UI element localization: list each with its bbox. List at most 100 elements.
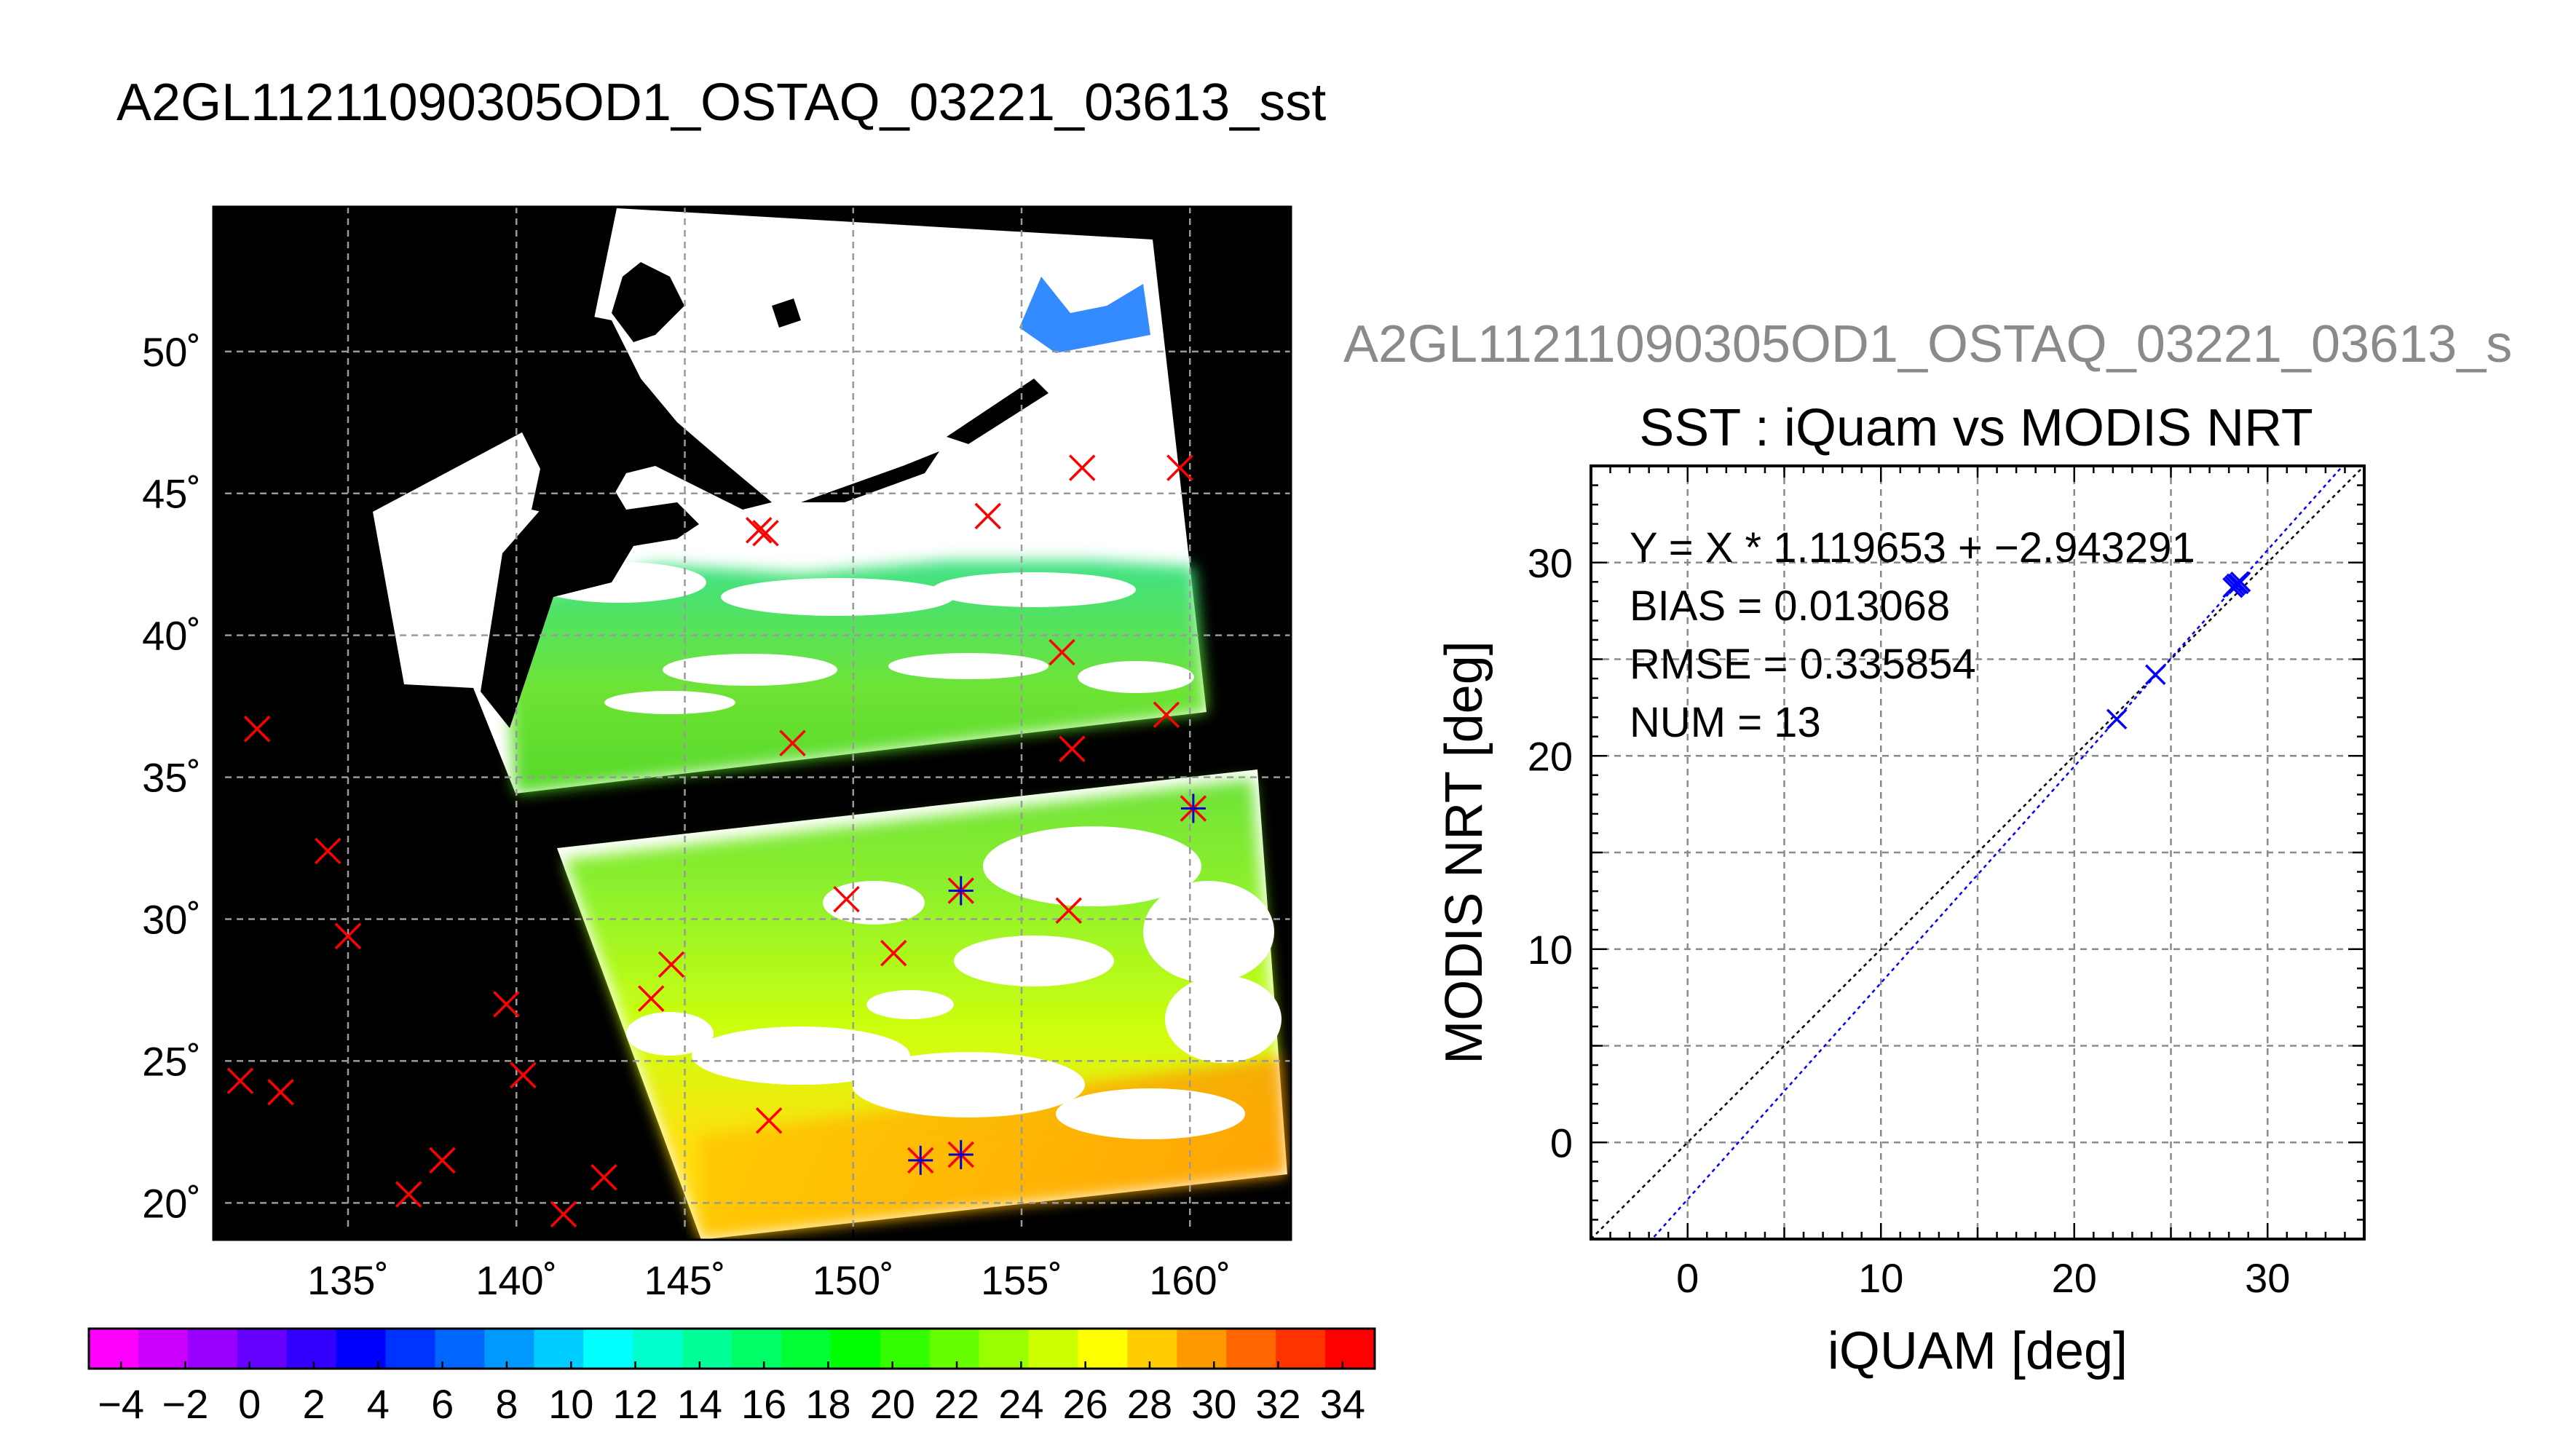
map-marker-blue xyxy=(908,1145,933,1175)
colorbar-tick-label: 34 xyxy=(1320,1381,1365,1427)
colorbar: −4 −2 0 2 4 6 8 10 12 14 16 18 20 22 24 26 28 30 32 34 xyxy=(87,1327,1376,1427)
colorbar-tick-label: 22 xyxy=(934,1381,979,1427)
scatter-stat-line: BIAS = 0.013068 xyxy=(1630,582,1950,630)
colorbar-tick-label: −4 xyxy=(98,1381,144,1427)
colorbar-swatch xyxy=(1127,1329,1177,1369)
map-marker-red xyxy=(974,502,1001,530)
swath-north-sst xyxy=(502,561,1207,794)
colorbar-swatch xyxy=(880,1329,931,1369)
map-xtick-label: 145˚ xyxy=(644,1257,725,1303)
main-title: A2GL11211090305OD1_OSTAQ_03221_03613_sst xyxy=(117,74,1327,132)
scatter-ytick-label: 0 xyxy=(1550,1120,1573,1166)
scatter-point xyxy=(2145,664,2166,685)
colorbar-swatch xyxy=(1325,1329,1375,1369)
map-ytick-label: 35˚ xyxy=(142,755,201,801)
scatter-lines xyxy=(1591,466,2364,1239)
map-marker-red xyxy=(880,940,907,967)
map-ytick-label: 25˚ xyxy=(142,1038,201,1084)
scatter-xtick-label: 30 xyxy=(2245,1255,2290,1301)
colorbar-tick-label: 20 xyxy=(870,1381,915,1427)
colorbar-tick-label: 8 xyxy=(495,1381,518,1427)
scatter-xlabel: iQUAM [deg] xyxy=(1828,1322,2128,1380)
map-xtick-label: 155˚ xyxy=(981,1257,1062,1303)
map-marker-red xyxy=(429,1147,456,1174)
map-markers xyxy=(226,454,1207,1228)
map-ytick-label: 50˚ xyxy=(142,329,201,375)
colorbar-swatch xyxy=(929,1329,980,1369)
colorbar-swatch xyxy=(89,1329,139,1369)
map-frame xyxy=(212,205,1292,1241)
colorbar-swatch xyxy=(138,1329,189,1369)
scatter-point xyxy=(2224,575,2246,596)
scatter-stats: Y = X * 1.119653 + −2.943291 BIAS = 0.013… xyxy=(1630,524,2195,746)
map-marker-red xyxy=(746,517,773,544)
scatter-stat-line: Y = X * 1.119653 + −2.943291 xyxy=(1630,524,2195,571)
scatter-plot: SST : iQuam vs MODIS NRT 0 10 20 300102030 … xyxy=(1435,399,2366,1380)
colorbar-swatch xyxy=(583,1329,633,1369)
swath-north-clouds xyxy=(532,562,1194,714)
map-ytick-label: 40˚ xyxy=(142,613,201,659)
scatter-xtick-label: 0 xyxy=(1676,1255,1699,1301)
colorbar-swatch xyxy=(1028,1329,1079,1369)
colorbar-swatch xyxy=(237,1329,288,1369)
colorbar-swatch xyxy=(286,1329,337,1369)
map-xtick-label: 140˚ xyxy=(475,1257,557,1303)
colorbar-tick-label: 6 xyxy=(431,1381,454,1427)
colorbar-swatch xyxy=(484,1329,534,1369)
scatter-ytick-label: 10 xyxy=(1528,927,1573,973)
colorbar-tick-label: 16 xyxy=(741,1381,786,1427)
map-tick-labels: 135˚ 140˚ 145˚ 150˚ 155˚ 160˚ 20˚ 25˚ 30˚ 35˚ 40˚ 4… xyxy=(142,329,1231,1303)
scatter-stat-line: NUM = 13 xyxy=(1630,699,1821,746)
colorbar-swatch xyxy=(187,1329,238,1369)
map-xtick-label: 135˚ xyxy=(307,1257,389,1303)
colorbar-swatch xyxy=(682,1329,732,1369)
map-marker-red xyxy=(657,951,685,978)
scatter-points xyxy=(2106,571,2251,730)
map-marker-red xyxy=(1153,701,1180,729)
scatter-xtick-label: 10 xyxy=(1858,1255,1903,1301)
colorbar-frame xyxy=(87,1327,1376,1370)
map-marker-red xyxy=(243,716,271,743)
map-marker-red xyxy=(510,1061,537,1089)
colorbar-swatch xyxy=(534,1329,584,1369)
cold-sea-patch xyxy=(1019,277,1150,353)
colorbar-swatch xyxy=(781,1329,832,1369)
map-marker-blue xyxy=(948,1140,974,1170)
map-marker-red xyxy=(591,1163,617,1191)
map-marker-red xyxy=(493,991,520,1018)
map-marker-red xyxy=(1059,735,1086,762)
map-marker-red xyxy=(395,1181,422,1208)
colorbar-tick-label: 28 xyxy=(1127,1381,1172,1427)
colorbar-tick-label: 26 xyxy=(1063,1381,1108,1427)
map-marker-red xyxy=(1055,897,1082,925)
colorbar-tick-label: 30 xyxy=(1191,1381,1236,1427)
map-marker-blue xyxy=(1180,794,1206,823)
colorbar-tick-label: −2 xyxy=(162,1381,209,1427)
map-xtick-label: 150˚ xyxy=(813,1257,894,1303)
identity-line xyxy=(1591,466,2364,1239)
colorbar-tick-label: 18 xyxy=(805,1381,850,1427)
scatter-point xyxy=(2228,573,2249,595)
colorbar-tick-label: 4 xyxy=(367,1381,390,1427)
scatter-ytick-label: 30 xyxy=(1528,540,1573,586)
map-marker-red xyxy=(833,885,860,913)
map-ytick-label: 20˚ xyxy=(142,1180,201,1226)
colorbar-swatch xyxy=(1226,1329,1276,1369)
map-grid xyxy=(213,207,1291,1240)
colorbar-tick-label: 24 xyxy=(998,1381,1043,1427)
map-marker-red xyxy=(315,837,341,865)
colorbar-tick-label: 2 xyxy=(302,1381,325,1427)
map-ytick-label: 30˚ xyxy=(142,896,201,942)
map-marker-red xyxy=(1049,638,1075,666)
map-marker-red xyxy=(334,922,362,950)
sst-map: 135˚ 140˚ 145˚ 150˚ 155˚ 160˚ 20˚ 25˚ 30˚ 35˚ 40˚ 4… xyxy=(142,205,1292,1303)
map-marker-red xyxy=(1069,454,1096,481)
scatter-ylabel: MODIS NRT [deg] xyxy=(1435,641,1493,1064)
map-marker-red xyxy=(638,985,665,1012)
map-marker-red xyxy=(226,1067,254,1094)
colorbar-swatch xyxy=(633,1329,683,1369)
map-ytick-label: 45˚ xyxy=(142,471,201,517)
colorbar-tick-label: 12 xyxy=(612,1381,657,1427)
scatter-stat-line: RMSE = 0.335854 xyxy=(1630,641,1976,688)
